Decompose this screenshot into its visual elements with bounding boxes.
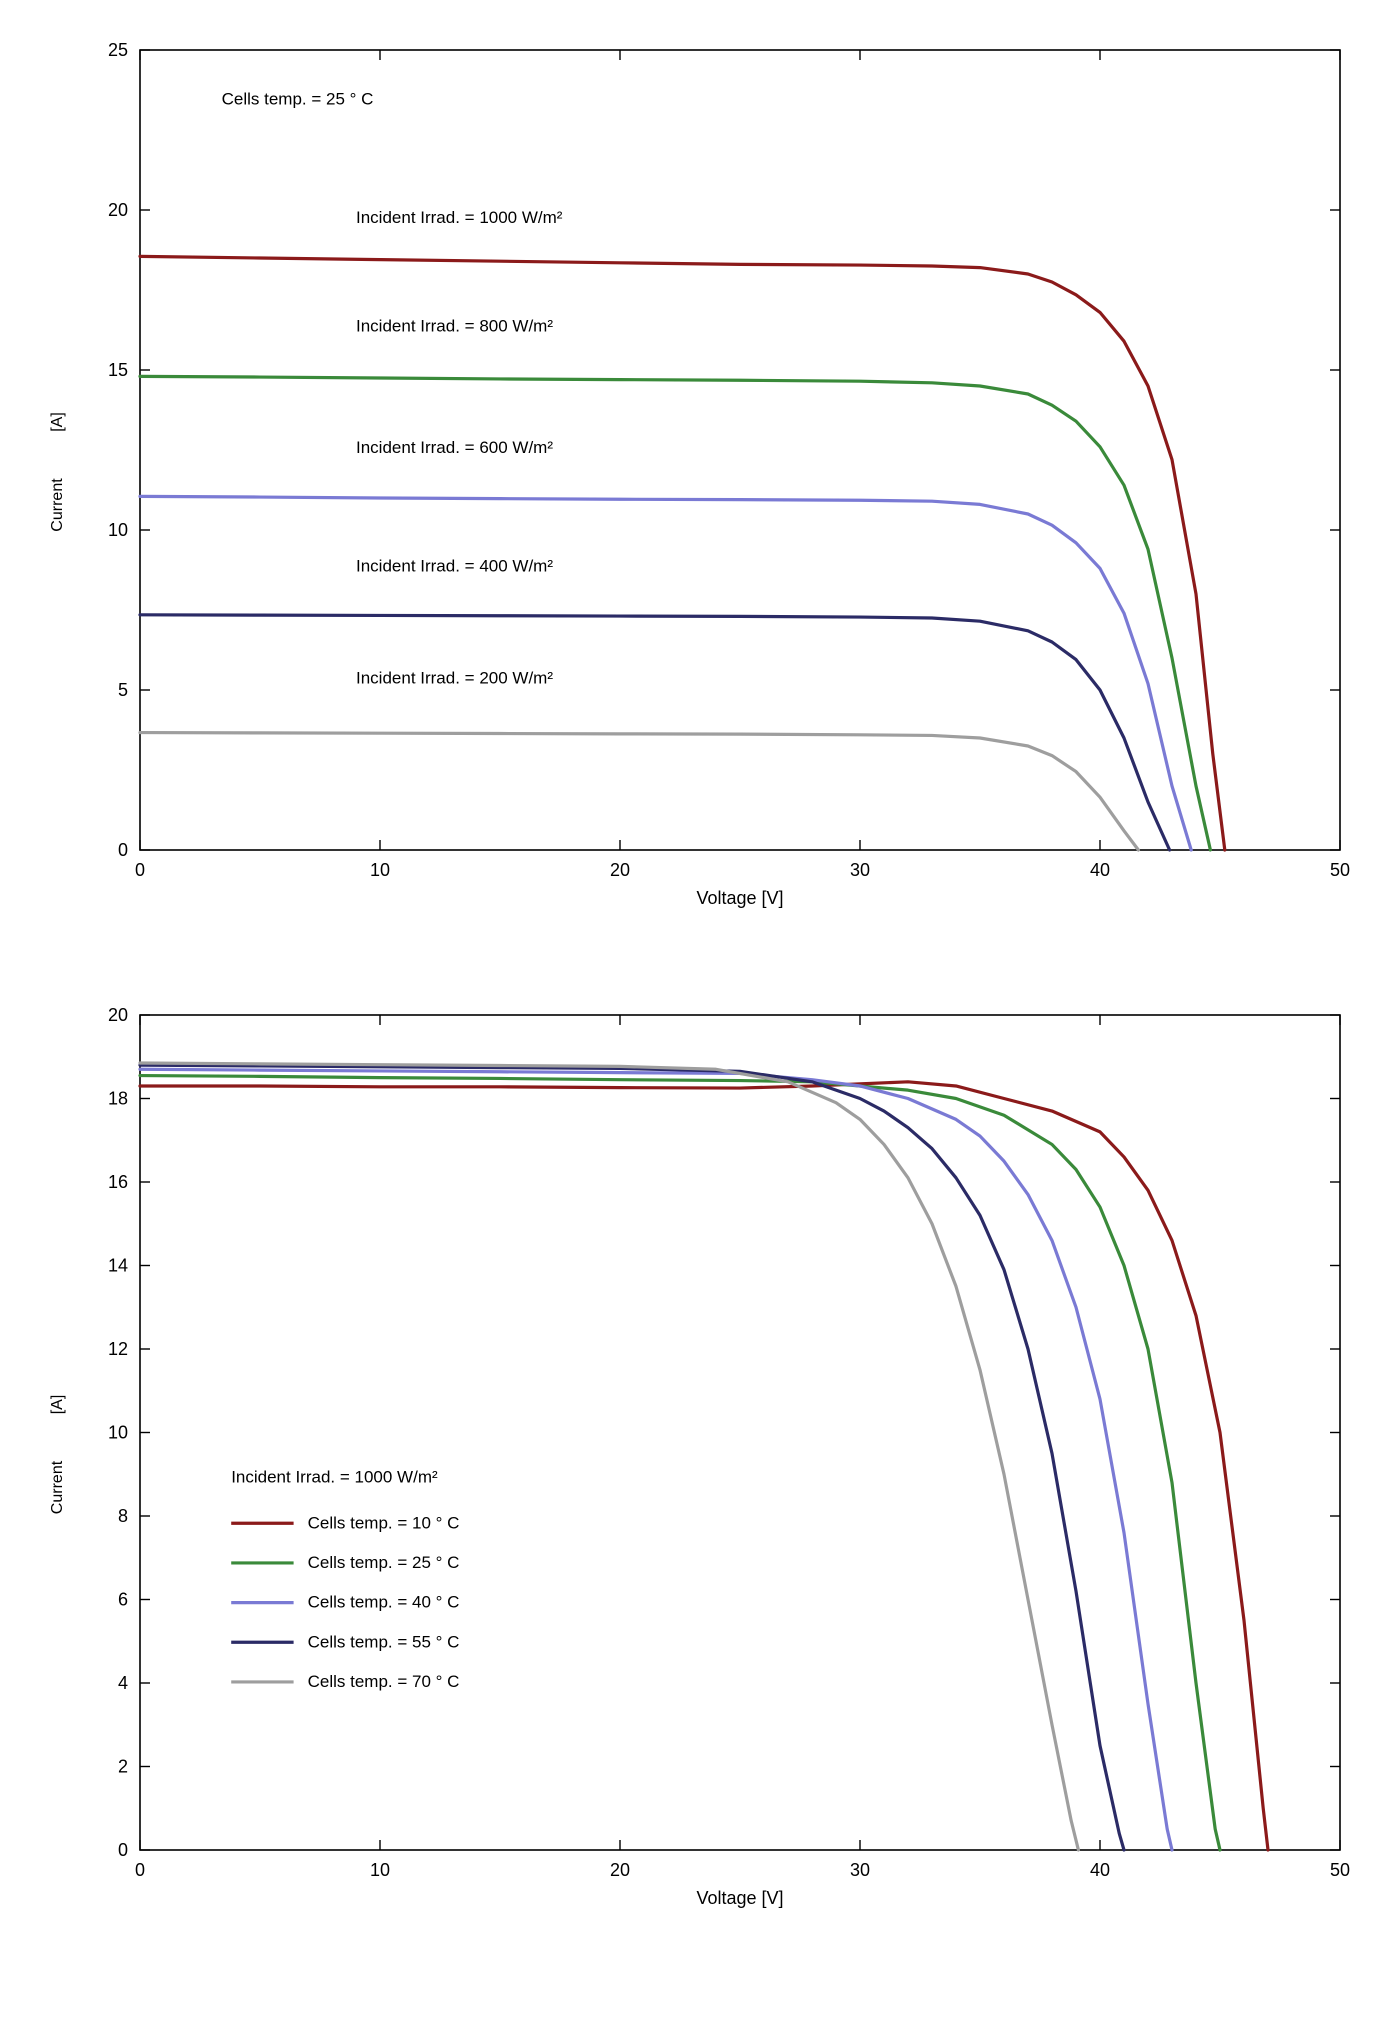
legend-item-label: Cells temp. = 25 ° C xyxy=(308,1553,460,1572)
legend-title: Incident Irrad. = 1000 W/m² xyxy=(231,1468,438,1487)
y-axis-label-name: Current xyxy=(49,1460,66,1514)
x-tick-label: 10 xyxy=(370,860,390,880)
legend-item-label: Cells temp. = 55 ° C xyxy=(308,1632,460,1651)
y-tick-label: 10 xyxy=(108,520,128,540)
y-axis-label-unit: [A] xyxy=(49,412,66,432)
y-tick-label: 2 xyxy=(118,1757,128,1777)
chart-condition-label: Cells temp. = 25 ° C xyxy=(222,89,374,108)
y-tick-label: 0 xyxy=(118,840,128,860)
x-tick-label: 40 xyxy=(1090,1860,1110,1880)
chart-svg-2: 0 10 20 30 40 50 0 2 4 6 8 10 12 14 16 18 20 Voltage [V] [… xyxy=(30,995,1363,1925)
y-tick-label: 16 xyxy=(108,1172,128,1192)
series-label: Incident Irrad. = 800 W/m² xyxy=(356,317,553,336)
y-tick-label: 15 xyxy=(108,360,128,380)
x-tick-label: 50 xyxy=(1330,1860,1350,1880)
x-tick-label: 30 xyxy=(850,1860,870,1880)
y-tick-label: 6 xyxy=(118,1590,128,1610)
iv-temperature-chart: 0 10 20 30 40 50 0 2 4 6 8 10 12 14 16 18 20 Voltage [V] [… xyxy=(30,995,1363,1925)
y-tick-label: 4 xyxy=(118,1673,128,1693)
y-tick-label: 0 xyxy=(118,1840,128,1860)
x-tick-label: 40 xyxy=(1090,860,1110,880)
series-label: Incident Irrad. = 400 W/m² xyxy=(356,557,553,576)
x-tick-label: 0 xyxy=(135,860,145,880)
x-tick-label: 0 xyxy=(135,1860,145,1880)
y-tick-label: 5 xyxy=(118,680,128,700)
series-label: Incident Irrad. = 600 W/m² xyxy=(356,438,553,457)
x-tick-label: 50 xyxy=(1330,860,1350,880)
y-tick-label: 8 xyxy=(118,1506,128,1526)
y-tick-label: 10 xyxy=(108,1423,128,1443)
chart-svg-1: 0 10 20 30 40 50 0 5 10 15 20 25 Voltage [V] [A] Curre… xyxy=(30,30,1363,925)
y-tick-label: 14 xyxy=(108,1256,128,1276)
y-tick-label: 12 xyxy=(108,1339,128,1359)
y-tick-label: 20 xyxy=(108,200,128,220)
y-tick-label: 18 xyxy=(108,1089,128,1109)
series-label: Incident Irrad. = 1000 W/m² xyxy=(356,208,563,227)
x-tick-label: 20 xyxy=(610,860,630,880)
legend-item-label: Cells temp. = 40 ° C xyxy=(308,1593,460,1612)
x-tick-label: 30 xyxy=(850,860,870,880)
y-axis-label-unit: [A] xyxy=(49,1395,66,1415)
x-axis-label: Voltage [V] xyxy=(696,888,783,908)
y-tick-label: 25 xyxy=(108,40,128,60)
x-tick-label: 20 xyxy=(610,1860,630,1880)
legend-item-label: Cells temp. = 70 ° C xyxy=(308,1672,460,1691)
y-tick-label: 20 xyxy=(108,1005,128,1025)
legend-item-label: Cells temp. = 10 ° C xyxy=(308,1513,460,1532)
series-label: Incident Irrad. = 200 W/m² xyxy=(356,669,553,688)
x-tick-label: 10 xyxy=(370,1860,390,1880)
x-axis-label: Voltage [V] xyxy=(696,1888,783,1908)
y-axis-label-name: Current xyxy=(49,478,66,532)
iv-irradiance-chart: 0 10 20 30 40 50 0 5 10 15 20 25 Voltage [V] [A] Curre… xyxy=(30,30,1363,925)
